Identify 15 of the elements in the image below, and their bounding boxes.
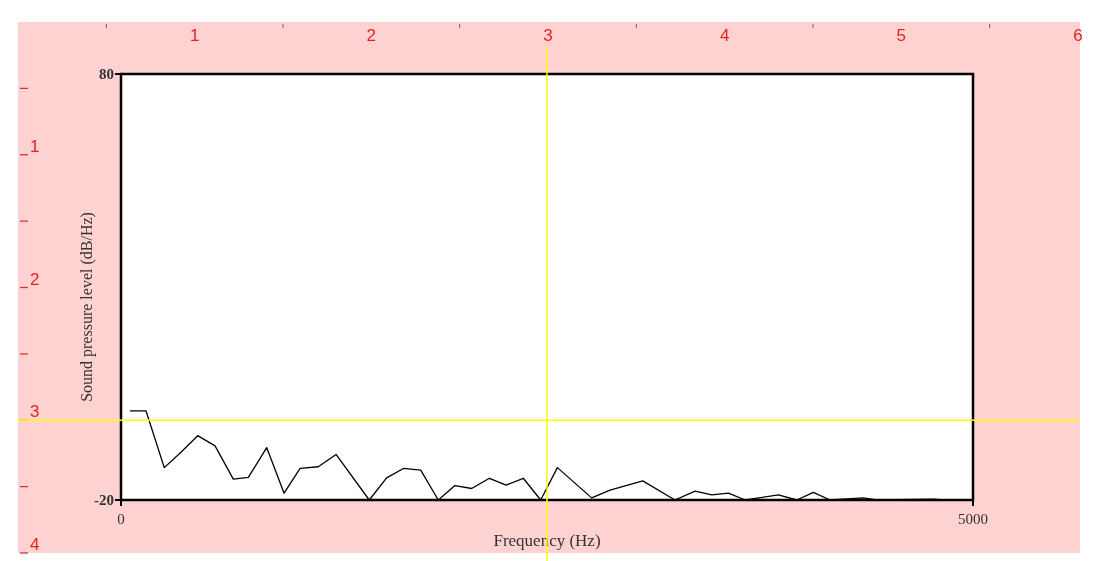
y2-tick-label: 3 — [30, 402, 40, 422]
y2-tick-label: 4 — [30, 535, 40, 554]
y-tick-label: 80 — [99, 66, 114, 82]
x2-tick-label: 2 — [366, 26, 377, 45]
y-tick-label: -20 — [94, 492, 114, 508]
x2-tick-label: 3 — [543, 26, 553, 45]
x-tick-label: 0 — [117, 511, 125, 527]
x2-tick-label: 4 — [719, 26, 730, 45]
y-axis-title: Sound pressure level (dB/Hz) — [78, 212, 96, 402]
x2-tick-label: 6 — [1073, 26, 1083, 45]
x-tick-label: 5000 — [958, 511, 988, 527]
x2-tick-label: 5 — [896, 26, 907, 45]
x2-tick-label: 1 — [189, 26, 200, 45]
y2-tick-label: 2 — [30, 269, 40, 289]
y2-tick-label: 1 — [30, 136, 40, 156]
